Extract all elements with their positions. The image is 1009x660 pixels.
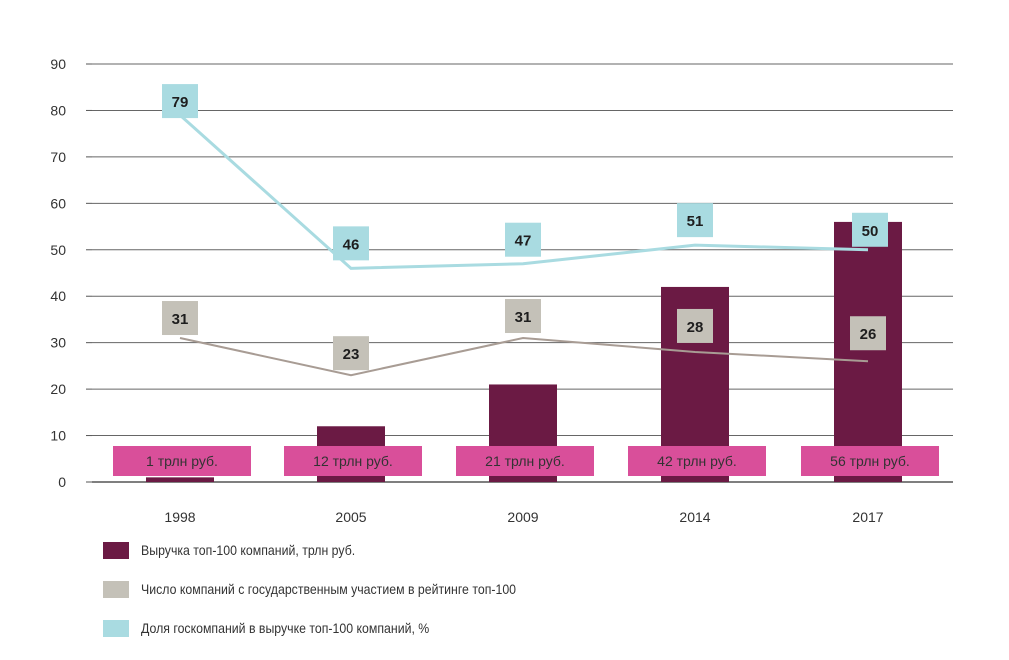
bar-value-labels: 1 трлн руб. 12 трлн руб. 21 трлн руб. 42 тр…: [113, 446, 939, 476]
x-tick-label: 2014: [679, 509, 710, 525]
bar-value-label: 12 трлн руб.: [313, 453, 393, 469]
x-axis-ticks: 1998 2005 2009 2014 2017: [164, 509, 883, 525]
point-label-box: [333, 226, 369, 261]
legend-label: Число компаний с государственным участие…: [141, 581, 517, 597]
point-value-label: 23: [343, 346, 360, 363]
point-value-label: 50: [862, 223, 879, 240]
bar-label-box: [113, 446, 251, 476]
legend-item: Доля госкомпаний в выручке топ-100 компа…: [103, 618, 567, 638]
point-label-box: [677, 308, 713, 343]
point-value-label: 51: [687, 213, 704, 230]
point-label-box: [162, 301, 198, 336]
bar: [146, 477, 214, 482]
point-label-box: [677, 203, 713, 238]
point-label-box: [333, 336, 369, 371]
series-line: [178, 113, 869, 270]
bar-value-label: 21 трлн руб.: [485, 453, 565, 469]
point-label-box: [505, 222, 541, 257]
point-label-box: [162, 84, 198, 119]
bar-label-box: [456, 446, 594, 476]
legend-label: Доля госкомпаний в выручке топ-100 компа…: [141, 620, 430, 636]
y-tick-label: 30: [50, 335, 66, 351]
y-tick-label: 60: [50, 195, 66, 211]
y-axis-ticks: 0 10 20 30 40 50 60 70 80 90: [50, 56, 92, 490]
bar-value-label: 1 трлн руб.: [146, 453, 218, 469]
series-lines: [178, 113, 869, 377]
y-tick-label: 50: [50, 242, 66, 258]
legend-item: Число компаний с государственным участие…: [103, 579, 567, 599]
y-tick-label: 0: [58, 474, 66, 490]
bar-label-box: [628, 446, 766, 476]
point-value-label: 31: [515, 309, 532, 326]
point-label-box: [505, 299, 541, 334]
point-value-label: 26: [860, 326, 877, 343]
point-value-label: 79: [172, 94, 189, 111]
bar: [834, 221, 902, 482]
legend: Выручка топ-100 компаний, трлн руб. Число…: [103, 540, 567, 657]
bar-value-label: 56 трлн руб.: [830, 453, 910, 469]
x-tick-label: 1998: [164, 509, 195, 525]
x-tick-label: 2017: [852, 509, 883, 525]
series-line: [179, 337, 869, 377]
legend-swatch: [103, 619, 129, 637]
x-tick-label: 2005: [335, 509, 366, 525]
legend-label: Выручка топ-100 компаний, трлн руб.: [141, 542, 356, 558]
y-tick-label: 80: [50, 102, 66, 118]
bar-label-box: [801, 446, 939, 476]
y-tick-label: 90: [50, 56, 66, 72]
legend-swatch: [103, 580, 129, 598]
point-value-label: 46: [343, 236, 360, 253]
x-tick-label: 2009: [507, 509, 538, 525]
bar-value-label: 42 трлн руб.: [657, 453, 737, 469]
y-tick-label: 70: [50, 149, 66, 165]
y-tick-label: 20: [50, 381, 66, 397]
point-label-box: [850, 316, 886, 351]
legend-swatch: [103, 541, 129, 559]
y-tick-label: 40: [50, 288, 66, 304]
point-value-label: 47: [515, 233, 532, 250]
legend-item: Выручка топ-100 компаний, трлн руб.: [103, 540, 567, 560]
bars: [146, 221, 902, 482]
line-value-labels: 31 23 31 28 26 79 46 47 51 50: [162, 84, 888, 371]
point-value-label: 28: [687, 319, 704, 336]
bar-label-box: [284, 446, 422, 476]
point-label-box: [852, 212, 888, 247]
y-tick-label: 10: [50, 428, 66, 444]
point-value-label: 31: [172, 311, 189, 328]
